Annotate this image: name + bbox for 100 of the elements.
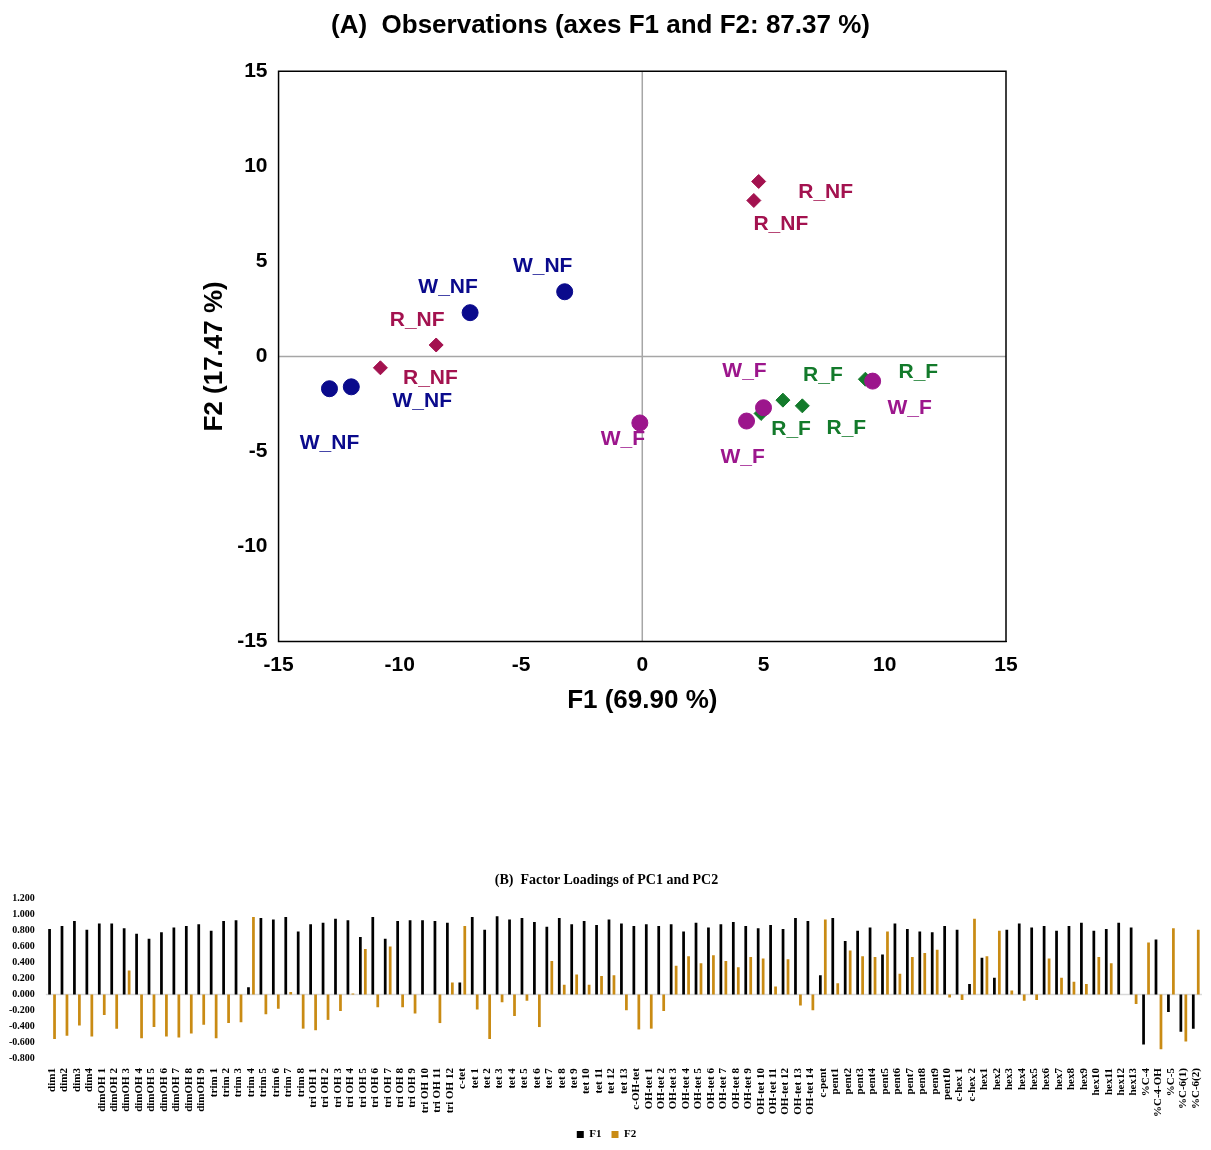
y-tick-label: -0.200 (8, 1003, 35, 1015)
bar (401, 994, 404, 1008)
bar (836, 983, 840, 995)
bar (856, 930, 859, 995)
bar (276, 994, 280, 1009)
text: W_NF (512, 252, 573, 276)
x-tick-label: 10 (873, 652, 897, 675)
bar (376, 994, 380, 1008)
x-tick-label: tet 1 (467, 1068, 480, 1089)
x-tick-label: hex13 (1126, 1067, 1139, 1096)
bar (620, 923, 623, 995)
bar (910, 956, 914, 995)
bar (687, 956, 690, 995)
bar (1172, 928, 1175, 995)
bar (562, 984, 566, 995)
bar (1035, 994, 1039, 1000)
series-label: W_NF (418, 274, 479, 298)
bar (421, 920, 424, 995)
bar (712, 955, 715, 995)
bar (930, 932, 934, 995)
x-tick-label: tri OH 5 (355, 1067, 368, 1108)
bar (968, 984, 971, 995)
text: W_F (720, 443, 765, 467)
text: R_F (898, 359, 939, 383)
x-tick-label: pent5 (877, 1067, 890, 1095)
x-tick-label: 5 (757, 652, 770, 675)
bar (252, 917, 255, 995)
bar (1097, 956, 1101, 995)
x-tick-label: dim4 (82, 1067, 95, 1092)
series-label: R_F (771, 416, 812, 440)
x-tick-label: tet 3 (492, 1067, 505, 1089)
bar (450, 982, 454, 995)
bar (948, 994, 951, 998)
bar (314, 994, 317, 1031)
series-label: W_F (600, 425, 646, 449)
text: R_F (826, 414, 867, 438)
bar (483, 929, 487, 995)
x-tick-label: pent4 (865, 1067, 878, 1095)
bar (1092, 930, 1096, 995)
x-tick-label: pent1 (828, 1068, 841, 1095)
bar (657, 925, 661, 995)
x-tick-label: dimOH 6 (156, 1067, 169, 1112)
x-tick-label: tri OH 11 (430, 1068, 443, 1113)
y-axis-title: F2 (17.47 %) (197, 281, 228, 432)
bar (625, 994, 628, 1011)
y-tick-label: -5 (248, 438, 268, 462)
text: R_NF (798, 179, 854, 203)
x-tick-label: %C-5 (1163, 1067, 1176, 1097)
x-tick-label: OH-tet 7 (716, 1067, 729, 1110)
chart-title: (A) Observations (axes F1 and F2: 87.37 %) (331, 8, 870, 39)
x-axis-title: F1 (69.90 %) (567, 683, 718, 714)
y-tick-label: 15 (244, 58, 268, 81)
x-tick-label: c-hex 1 (952, 1068, 965, 1102)
x-tick-label: trim 2 (218, 1067, 231, 1098)
x-tick-label: hex11 (1101, 1068, 1114, 1096)
x-tick-label: OH-tet 4 (678, 1067, 691, 1110)
point (751, 173, 767, 189)
y-tick-label: 0 (255, 343, 268, 367)
bar (881, 954, 884, 995)
x-tick-label: tri OH 6 (368, 1067, 381, 1108)
legend-label: F1 (589, 1127, 602, 1140)
bar (488, 994, 492, 1039)
x-tick-label: hex4 (1014, 1067, 1027, 1091)
x-tick-label: dimOH 3 (119, 1067, 132, 1112)
x-tick-label: c-hex 2 (964, 1067, 977, 1102)
bar (794, 917, 797, 995)
x-tick-label: pent9 (927, 1067, 940, 1095)
x-tick-label: tet 8 (554, 1067, 567, 1089)
x-tick-label: tet 12 (604, 1067, 617, 1095)
y-tick-label: -0.400 (8, 1019, 35, 1031)
y-tick-label: -0.600 (8, 1035, 35, 1047)
x-tick-label: c-OH-tet (629, 1067, 642, 1110)
bar (463, 925, 467, 995)
bar (371, 917, 375, 995)
bar (557, 917, 561, 995)
bar (396, 921, 400, 995)
x-tick-label: hex12 (1114, 1067, 1127, 1096)
bar (550, 960, 554, 995)
bar (446, 922, 449, 995)
x-tick-label: -5 (511, 652, 531, 675)
x-tick-label: OH-tet 5 (691, 1067, 704, 1110)
bar (222, 921, 225, 995)
x-tick-label: tri OH 8 (392, 1067, 405, 1108)
x-tick-label: %C-6(1) (1176, 1067, 1190, 1110)
bar (545, 926, 549, 995)
y-tick-label: 0.600 (12, 940, 35, 952)
bar (135, 933, 138, 995)
bar (358, 937, 362, 995)
bar (334, 918, 337, 995)
bar (799, 994, 802, 1006)
bar (1142, 994, 1145, 1045)
x-tick-label: trim 8 (293, 1067, 306, 1098)
x-tick-label: pent8 (915, 1067, 928, 1095)
bar (575, 974, 579, 995)
x-tick-label: OH-tet 12 (778, 1067, 791, 1115)
y-tick-label: 1.000 (12, 908, 35, 920)
x-tick-label: tet 7 (542, 1067, 555, 1089)
series-label: R_NF (753, 211, 809, 235)
bar (247, 987, 250, 995)
bar (823, 919, 827, 995)
